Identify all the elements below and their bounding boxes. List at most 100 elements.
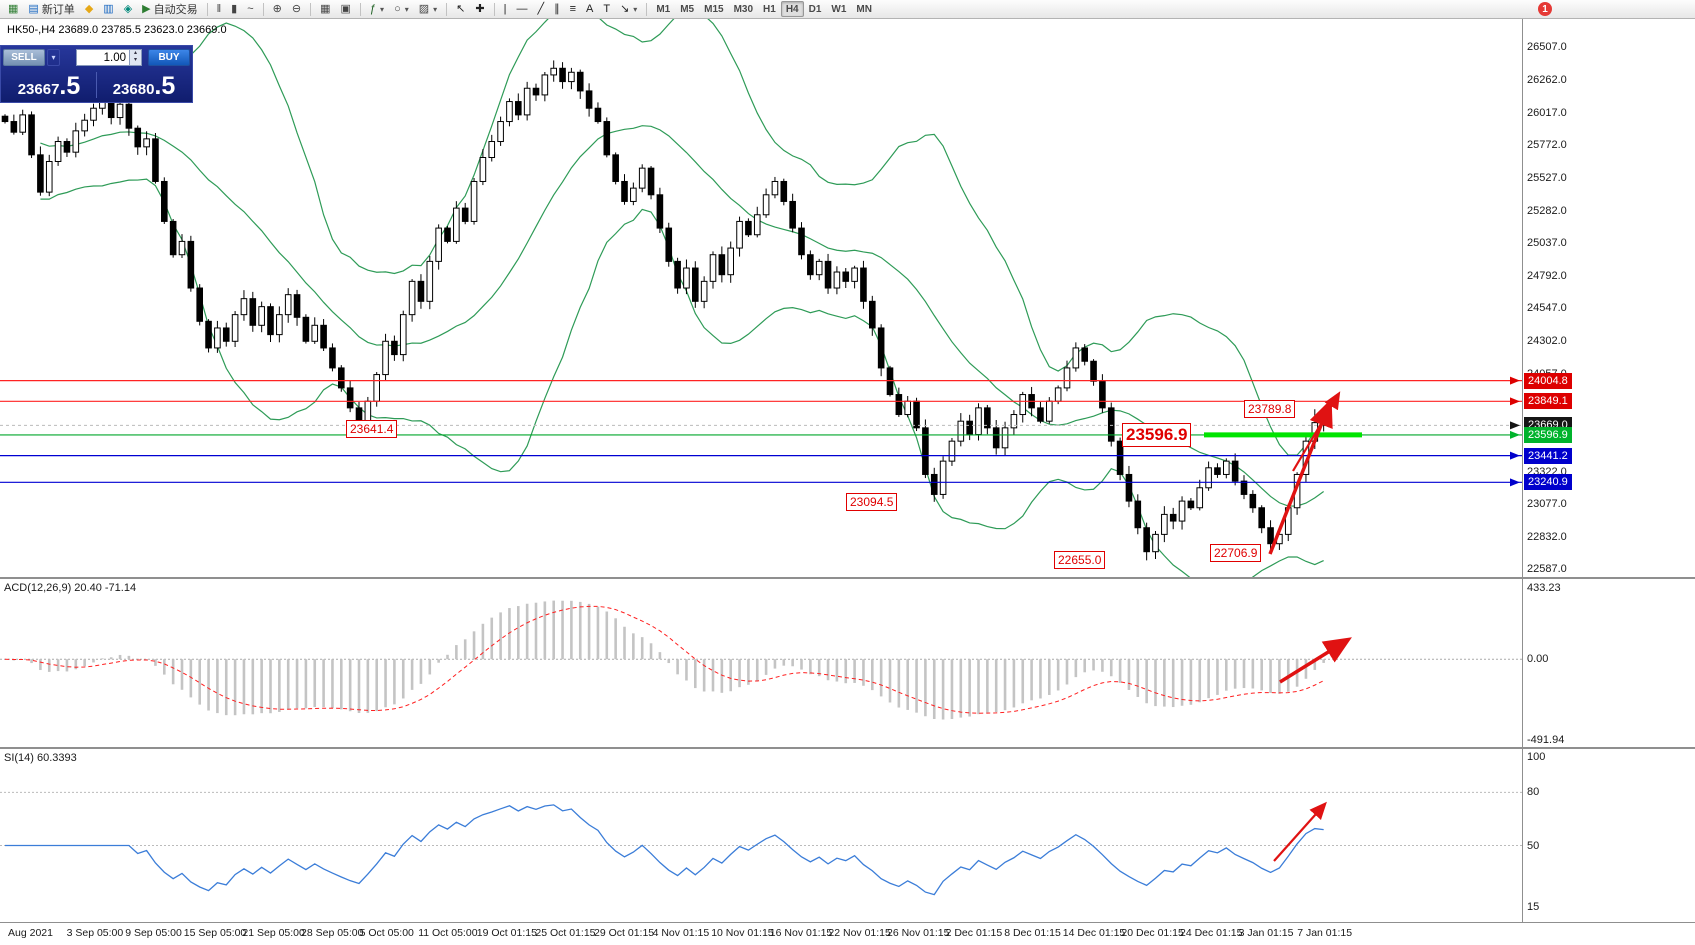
trendline-icon: ╱ [537, 2, 545, 15]
trend-arrow [1292, 391, 1341, 472]
price-tick: 26017.0 [1527, 106, 1567, 119]
time-label: 29 Oct 01:15 [594, 927, 655, 939]
buy-price-pips: .5 [154, 72, 176, 100]
zoom-out-icon: ⊖ [291, 2, 302, 15]
arrows-button[interactable]: ↘ ▾ [615, 1, 642, 17]
new-chart-button[interactable]: ▦ [3, 1, 23, 17]
arrange-windows-icon: ▣ [340, 2, 351, 15]
indicators-button[interactable]: ƒ ▾ [365, 1, 389, 17]
tile-windows-icon: ▦ [320, 2, 331, 15]
buy-button[interactable]: BUY [148, 49, 190, 66]
channel-icon: ∥ [554, 2, 560, 15]
rsi-tick: 100 [1527, 751, 1546, 763]
trendline-button[interactable]: ╱ [532, 1, 549, 17]
price-chart-canvas[interactable] [0, 19, 1522, 577]
sell-price: 23667.5 [5, 72, 93, 100]
timeframe-m30-button[interactable]: M30 [733, 3, 754, 15]
price-callout: 23596.9 [1122, 422, 1192, 447]
price-tag-pointer [1510, 421, 1520, 430]
price-tick: 25527.0 [1527, 171, 1567, 184]
auto-arrange-button[interactable]: ▣ [336, 1, 356, 17]
timeframe-h4-button[interactable]: H4 [780, 1, 804, 17]
price-callout: 22655.0 [1054, 551, 1106, 570]
market-watch-button[interactable]: ▥ [98, 1, 118, 17]
profiles-icon: ◆ [84, 2, 94, 15]
toolbar-separator [262, 2, 264, 16]
crosshair-button[interactable]: ✚ [470, 1, 489, 17]
horizontal-line-icon: — [516, 2, 528, 15]
volume-input[interactable] [76, 49, 130, 66]
new-chart-icon: ▦ [8, 2, 19, 15]
fibonacci-button[interactable]: ≡ [565, 1, 581, 17]
order-type-dropdown[interactable]: ▾ [47, 49, 60, 66]
cursor-button[interactable]: ↖ [451, 1, 470, 17]
tile-windows-button[interactable]: ▦ [315, 1, 335, 17]
price-tag: 23596.9 [1524, 426, 1572, 443]
volume-control: ▴▾ [76, 49, 142, 66]
market-watch-icon: ▥ [103, 2, 114, 15]
label-button[interactable]: T [598, 1, 615, 17]
time-axis[interactable]: Aug 2021 3 Sep 05:00 9 Sep 05:00 15 Sep 05:… [0, 922, 1695, 945]
alert-badge[interactable]: 1 [1538, 2, 1552, 16]
periods-button[interactable]: ○ ▾ [389, 1, 414, 17]
macd-tick: 0.00 [1527, 653, 1549, 666]
new-order-button[interactable]: ▤ 新订单 [23, 1, 79, 17]
bar-chart-type-button[interactable]: ‖ [212, 1, 227, 17]
horizontal-line-button[interactable]: — [511, 1, 532, 17]
volume-spinner[interactable]: ▴ ▾ [130, 49, 142, 66]
time-label: 22 Nov 01:15 [828, 927, 891, 939]
price-tick: 23077.0 [1527, 498, 1567, 511]
text-button[interactable]: A [581, 1, 598, 17]
price-tag-pointer [1510, 430, 1520, 439]
ohlc-bars-icon: ‖ [216, 2, 222, 15]
trade-prices-row: 23667.5 23680.5 [1, 68, 192, 101]
zoom-out-button[interactable]: ⊖ [287, 1, 306, 17]
timeframe-m15-button[interactable]: M15 [704, 3, 724, 15]
timeframe-mn-button[interactable]: MN [856, 3, 872, 15]
rsi-pane: 100 80 50 15 SI(14) 60.3393 [0, 747, 1695, 922]
trend-arrow [1268, 398, 1333, 555]
trade-controls-row: SELL ▾ ▴▾ BUY [1, 46, 192, 68]
vertical-line-button[interactable]: | [499, 1, 512, 17]
price-tag-pointer [1510, 451, 1520, 460]
rsi-canvas[interactable] [0, 749, 1522, 922]
timeframe-d1-button[interactable]: D1 [808, 3, 822, 15]
price-callout: 23789.8 [1244, 400, 1296, 419]
zoom-in-button[interactable]: ⊕ [268, 1, 287, 17]
candlestick-type-button[interactable]: ▮ [226, 1, 242, 17]
channel-button[interactable]: ∥ [549, 1, 565, 17]
macd-canvas[interactable] [0, 579, 1522, 747]
candles [1, 60, 1327, 561]
templates-button[interactable]: ▨ ▾ [414, 1, 442, 17]
price-tick: 25772.0 [1527, 139, 1567, 152]
timeframe-m1-button[interactable]: M1 [656, 3, 671, 15]
text-icon: A [586, 2, 594, 15]
profiles-button[interactable]: ◆ [80, 1, 98, 17]
auto-trading-button-label: 自动交易 [153, 4, 198, 16]
timeframe-w1-button[interactable]: W1 [831, 3, 847, 15]
sell-button[interactable]: SELL [3, 49, 45, 66]
auto-trading-icon: ▶ [142, 2, 151, 15]
clock-icon: ○ [394, 2, 401, 15]
strategy-tester-button[interactable]: ◈ [119, 1, 137, 17]
time-label: 26 Nov 01:15 [887, 927, 950, 939]
toolbar-separator [493, 2, 495, 16]
time-label: 3 Sep 05:00 [66, 927, 124, 939]
bollinger-upper-line [40, 19, 1325, 456]
chevron-down-icon: ▾ [633, 4, 638, 14]
sell-price-main: 23667 [17, 81, 60, 98]
candlestick-icon: ▮ [231, 2, 238, 15]
sell-price-pips: .5 [59, 72, 81, 100]
timeframe-h1-button[interactable]: H1 [763, 3, 776, 15]
buy-price: 23680.5 [100, 72, 188, 100]
macd-tick: 433.23 [1527, 582, 1561, 594]
vertical-line-icon: | [503, 2, 507, 15]
auto-trading-button[interactable]: ▶ 自动交易 [137, 1, 202, 17]
macd-signal-line [4, 605, 1324, 714]
line-chart-type-button[interactable]: ~ [242, 1, 258, 17]
timeframe-m5-button[interactable]: M5 [680, 3, 695, 15]
rsi-tick: 50 [1527, 839, 1540, 852]
toolbar-separator [359, 2, 361, 16]
cursor-icon: ↖ [456, 2, 466, 15]
macd-label: ACD(12,26,9) 20.40 -71.14 [4, 582, 137, 594]
